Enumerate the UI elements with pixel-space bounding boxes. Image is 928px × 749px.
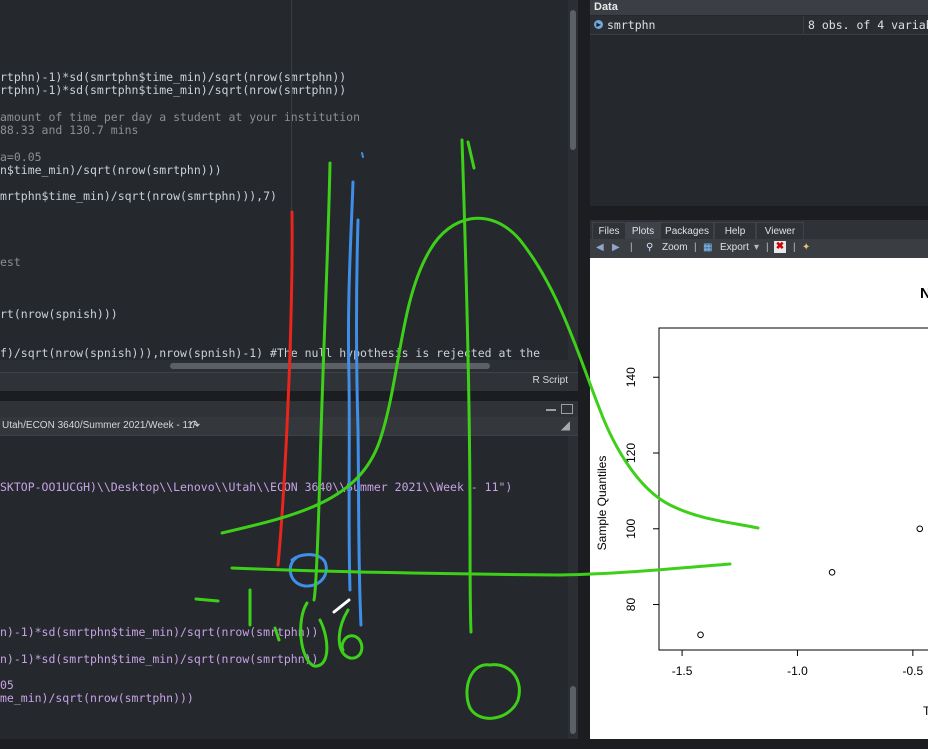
tab-files[interactable]: Files — [592, 222, 626, 240]
data-section-header: Data — [590, 0, 928, 15]
toolbar-separator: | — [793, 242, 796, 253]
tab-viewer[interactable]: Viewer — [756, 222, 804, 240]
y-tick-label: 120 — [624, 443, 638, 463]
editor-code-line[interactable]: rt(nrow(spnish))) — [0, 307, 118, 321]
plot-toolbar: ◀ ▶ | ⚲ Zoom | ▦ Export ▾ | ✖ | ✦ — [590, 239, 928, 258]
x-tick-label: -0.5 — [903, 664, 924, 678]
x-tick-label: -1.5 — [672, 664, 693, 678]
console-line[interactable]: me_min)/sqrt(nrow(smrtphn))) — [0, 691, 194, 705]
qq-plot: N Sample Quantiles T -1.5 -1.0 -0.5 80 100 12… — [595, 285, 928, 718]
tab-help[interactable]: Help — [714, 222, 756, 240]
console-pane-bar — [0, 401, 578, 417]
console-line[interactable]: SKTOP-OO1UCGH)\\Desktop\\Lenovo\\Utah\\E… — [0, 480, 513, 494]
console-output[interactable]: SKTOP-OO1UCGH)\\Desktop\\Lenovo\\Utah\\E… — [0, 436, 578, 739]
pane-divider[interactable] — [590, 206, 928, 220]
editor-horizontal-scrollbar[interactable] — [0, 360, 568, 372]
chart-title: N — [920, 285, 928, 302]
editor-margin-line — [291, 0, 292, 372]
editor-comment-line[interactable]: 88.33 and 130.7 mins — [0, 123, 139, 137]
editor-code-line[interactable]: n$time_min)/sqrt(nrow(smrtphn))) — [0, 163, 222, 177]
minimize-icon[interactable] — [546, 409, 556, 411]
bottom-border — [0, 739, 928, 749]
console-scrollbar[interactable] — [568, 436, 578, 739]
back-arrow-icon[interactable]: ◀ — [596, 242, 604, 253]
y-axis-label: Sample Quantiles — [595, 456, 609, 551]
editor-comment-line[interactable]: est — [0, 255, 21, 269]
editor-comment-line[interactable]: a=0.05 — [0, 150, 42, 164]
y-tick-label: 140 — [624, 367, 638, 387]
scroll-thumb[interactable] — [570, 686, 576, 734]
pane-divider[interactable] — [0, 391, 578, 401]
plot-viewer[interactable]: N Sample Quantiles T -1.5 -1.0 -0.5 80 100 12… — [590, 258, 928, 739]
zoom-button[interactable]: Zoom — [662, 242, 688, 253]
clear-plots-icon[interactable]: ✦ — [802, 242, 811, 253]
data-point — [916, 525, 924, 533]
console-path-bar: Utah/ECON 3640/Summer 2021/Week - 11/ ↷ … — [0, 417, 578, 436]
remove-plot-icon[interactable]: ✖ — [774, 241, 786, 253]
y-tick-label: 100 — [624, 518, 638, 538]
env-row-smrtphn[interactable]: ▸ smrtphn 8 obs. of 4 variab — [590, 16, 928, 35]
x-axis-label: T — [923, 704, 928, 718]
data-point — [697, 631, 704, 639]
toolbar-separator: | — [766, 242, 769, 253]
source-editor[interactable]: rtphn)-1)*sd(smrtphn$time_min)/sqrt(nrow… — [0, 0, 578, 372]
chevron-down-icon[interactable]: ▾ — [754, 242, 760, 253]
tab-plots[interactable]: Plots — [626, 222, 660, 240]
files-plots-pane: Files Plots Packages Help Viewer ◀ ▶ | ⚲… — [590, 220, 928, 739]
data-point — [828, 569, 836, 576]
editor-code-line[interactable]: mrtphn$time_min)/sqrt(nrow(smrtphn))),7) — [0, 189, 277, 203]
column-divider — [803, 16, 804, 34]
object-summary: 8 obs. of 4 variab — [808, 18, 928, 32]
export-icon[interactable]: ▦ — [703, 242, 713, 253]
y-tick-label: 80 — [624, 598, 638, 612]
scroll-thumb[interactable] — [570, 10, 576, 150]
environment-pane: Data ▸ smrtphn 8 obs. of 4 variab — [590, 0, 928, 206]
editor-code-line[interactable]: f)/sqrt(nrow(spnish))),nrow(spnish)-1) #… — [0, 346, 541, 360]
console-line[interactable]: 05 — [0, 678, 14, 692]
plot-frame — [658, 327, 928, 651]
working-directory-path: Utah/ECON 3640/Summer 2021/Week - 11/ — [2, 420, 196, 431]
tab-packages[interactable]: Packages — [660, 222, 714, 240]
editor-comment-line[interactable]: amount of time per day a student at your… — [0, 110, 361, 124]
console-line[interactable]: n)-1)*sd(smrtphn$time_min)/sqrt(nrow(smr… — [0, 625, 319, 639]
vertical-splitter[interactable] — [578, 0, 590, 749]
pane-tabs: Files Plots Packages Help Viewer — [590, 220, 928, 240]
zoom-icon[interactable]: ⚲ — [646, 242, 654, 253]
toolbar-separator: | — [694, 242, 697, 253]
editor-vertical-scrollbar[interactable] — [568, 0, 578, 372]
scroll-thumb[interactable] — [170, 363, 490, 369]
forward-arrow-icon[interactable]: ▶ — [612, 242, 620, 253]
editor-code-line[interactable]: rtphn)-1)*sd(smrtphn$time_min)/sqrt(nrow… — [0, 70, 347, 84]
go-to-directory-icon[interactable]: ↷ — [190, 418, 201, 432]
console-line[interactable]: n)-1)*sd(smrtphn$time_min)/sqrt(nrow(smr… — [0, 652, 319, 666]
x-tick-label: -1.0 — [787, 664, 808, 678]
editor-code-line[interactable]: rtphn)-1)*sd(smrtphn$time_min)/sqrt(nrow… — [0, 83, 347, 97]
export-button[interactable]: Export — [720, 242, 749, 253]
maximize-icon[interactable] — [561, 404, 573, 414]
editor-status-bar: R Script — [0, 372, 578, 391]
clear-console-icon[interactable]: ◢ — [560, 418, 570, 432]
object-name[interactable]: smrtphn — [607, 18, 656, 32]
data-header-label: Data — [594, 1, 618, 13]
file-type-label[interactable]: R Script — [532, 375, 568, 386]
expand-object-icon[interactable]: ▸ — [594, 20, 603, 29]
toolbar-separator: | — [630, 242, 633, 253]
